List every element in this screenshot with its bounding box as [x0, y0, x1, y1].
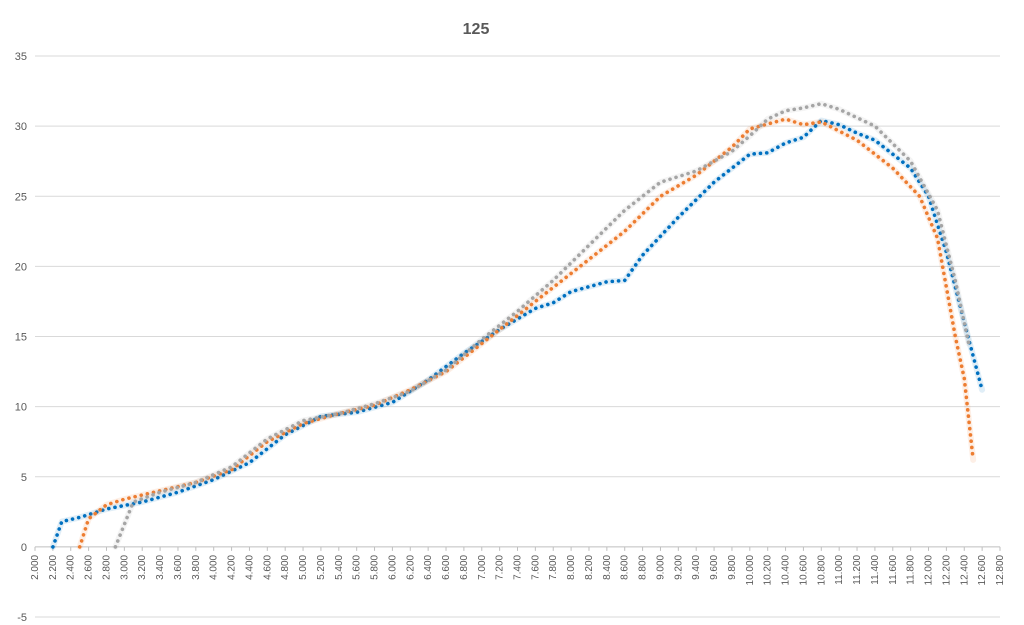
- x-tick-label: 3.200: [137, 554, 148, 579]
- x-tick-label: 8.600: [620, 554, 631, 579]
- x-tick-label: 6.800: [459, 554, 470, 579]
- x-tick-label: 10.800: [816, 554, 827, 585]
- x-tick-label: 7.800: [548, 554, 559, 579]
- x-tick-label: 5.600: [352, 554, 363, 579]
- x-axis-tick-labels: 2.000 2.200 2.400 2.600 2.800 3.000 3.200 3.400…: [30, 546, 1006, 585]
- x-tick-label: 9.200: [673, 554, 684, 579]
- x-tick-label: 8.400: [602, 554, 613, 579]
- x-tick-label: 7.400: [513, 554, 524, 579]
- y-tick-label: 10: [15, 402, 27, 414]
- x-tick-label: 8.200: [584, 554, 595, 579]
- x-tick-label: 4.800: [280, 554, 291, 579]
- y-tick-label: 35: [15, 51, 27, 63]
- y-tick-label: -5: [17, 612, 27, 624]
- x-tick-label: 12.600: [977, 554, 988, 585]
- x-tick-label: 4.200: [227, 554, 238, 579]
- x-tick-label: 6.000: [387, 554, 398, 579]
- y-tick-label: 0: [21, 542, 27, 554]
- x-tick-label: 11.000: [834, 554, 845, 584]
- x-tick-label: 2.400: [66, 554, 77, 579]
- x-tick-label: 12.200: [941, 554, 952, 585]
- x-tick-label: 12.000: [924, 554, 935, 585]
- chart-title: 125: [463, 21, 490, 38]
- x-tick-label: 5.000: [298, 554, 309, 579]
- x-tick-label: 5.800: [370, 554, 381, 579]
- y-tick-label: 5: [21, 472, 27, 484]
- y-tick-label: 30: [15, 121, 27, 133]
- y-tick-label: 20: [15, 261, 27, 273]
- x-tick-label: 4.400: [244, 554, 255, 579]
- x-tick-label: 4.600: [262, 554, 273, 579]
- x-tick-label: 7.000: [477, 554, 488, 579]
- x-tick-label: 9.800: [727, 554, 738, 579]
- x-tick-label: 12.400: [959, 554, 970, 585]
- series-1-line: [51, 118, 984, 549]
- x-tick-label: 5.400: [334, 554, 345, 579]
- x-tick-label: 4.000: [209, 554, 220, 579]
- x-tick-label: 3.400: [155, 554, 166, 579]
- series-group: [49, 100, 986, 550]
- x-tick-label: 6.600: [441, 554, 452, 579]
- x-tick-label: 9.400: [691, 554, 702, 579]
- x-tick-label: 7.200: [495, 554, 506, 579]
- series-3-line: [113, 101, 971, 549]
- series-3-glow: [112, 100, 972, 550]
- x-tick-label: 10.200: [763, 554, 774, 585]
- x-tick-label: 7.600: [530, 554, 541, 579]
- x-tick-label: 10.000: [745, 554, 756, 585]
- x-tick-label: 9.000: [655, 554, 666, 579]
- x-tick-label: 6.200: [405, 554, 416, 579]
- x-tick-label: 3.800: [191, 554, 202, 579]
- y-tick-label: 25: [15, 191, 27, 203]
- x-tick-label: 2.800: [101, 554, 112, 579]
- x-tick-label: 10.400: [781, 554, 792, 585]
- gridlines: [35, 55, 1000, 618]
- y-tick-label: 15: [15, 332, 27, 344]
- x-tick-label: 2.200: [48, 554, 59, 579]
- x-tick-label: 11.800: [906, 554, 917, 584]
- x-tick-label: 2.000: [30, 554, 41, 579]
- x-tick-label: 10.600: [798, 554, 809, 585]
- x-tick-label: 9.600: [709, 554, 720, 579]
- x-tick-label: 11.400: [870, 554, 881, 584]
- x-tick-label: 3.000: [119, 554, 130, 579]
- y-axis-tick-labels: 35 30 25 20 15 10 5 0 -5: [15, 51, 27, 624]
- x-tick-label: 2.600: [84, 554, 95, 579]
- x-tick-label: 3.600: [173, 554, 184, 579]
- x-tick-label: 8.800: [638, 554, 649, 579]
- x-tick-label: 11.600: [888, 554, 899, 584]
- x-tick-label: 6.400: [423, 554, 434, 579]
- x-tick-label: 5.200: [316, 554, 327, 579]
- x-tick-label: 8.000: [566, 554, 577, 579]
- x-tick-label: 11.200: [852, 554, 863, 584]
- x-tick-label: 12.800: [995, 554, 1006, 585]
